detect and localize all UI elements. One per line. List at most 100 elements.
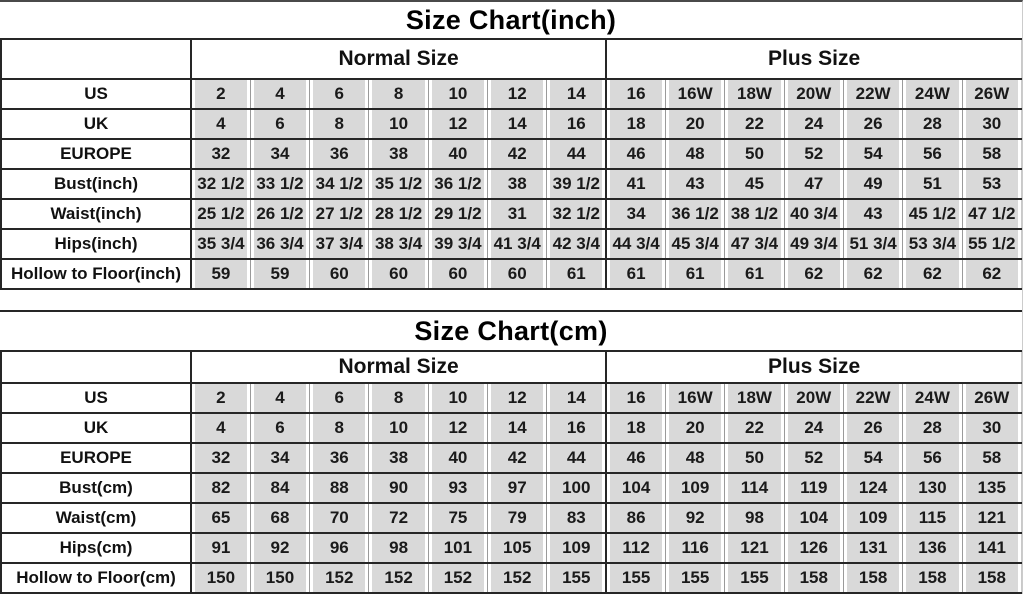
size-cell-value: 2 — [195, 384, 247, 412]
size-cell: 38 — [487, 169, 547, 200]
size-cell: 98 — [368, 533, 429, 564]
size-cell-value: 136 — [906, 534, 959, 562]
size-cell-value: 150 — [253, 564, 307, 592]
row-label: Waist(cm) — [1, 503, 192, 534]
size-cell-value: 26 1/2 — [253, 200, 307, 228]
size-cell: 31 — [487, 199, 547, 230]
row-label: UK — [1, 109, 192, 140]
size-cell-value: 16 — [550, 414, 603, 442]
size-cell: 61 — [664, 259, 725, 290]
size-cell-value: 40 — [431, 444, 485, 472]
size-cell: 49 — [842, 169, 903, 200]
size-cell: 24W — [902, 79, 963, 110]
size-cell-value: 20 — [669, 110, 722, 138]
size-cell-value: 28 — [906, 110, 959, 138]
size-cell: 158 — [783, 563, 844, 594]
size-cell-value: 2 — [195, 80, 247, 108]
size-chart-inch-table: Normal Size Plus Size US 2 4 6 8 10 12 14 16 16W 1… — [0, 38, 1022, 290]
size-cell: 136 — [902, 533, 963, 564]
size-cell: 126 — [783, 533, 844, 564]
size-cell-value: 47 3/4 — [728, 230, 781, 258]
size-cell-value: 36 — [313, 444, 366, 472]
size-cell-value: 126 — [787, 534, 840, 562]
size-cell: 32 — [190, 139, 251, 170]
size-cell: 53 — [961, 169, 1022, 200]
size-cell-value: 35 3/4 — [195, 230, 247, 258]
size-cell-value: 52 — [787, 140, 840, 168]
size-cell: 51 — [902, 169, 963, 200]
size-cell-value: 28 — [906, 414, 959, 442]
size-cell-value: 42 — [491, 444, 544, 472]
size-cell: 62 — [961, 259, 1022, 290]
size-cell-value: 98 — [372, 534, 425, 562]
size-cell: 158 — [902, 563, 963, 594]
size-cell: 82 — [190, 473, 251, 504]
size-cell-value: 24 — [787, 414, 840, 442]
size-cell: 20 — [664, 109, 725, 140]
size-cell: 47 1/2 — [961, 199, 1022, 230]
size-cell-value: 61 — [728, 260, 781, 288]
plus-size-header: Plus Size — [605, 38, 1022, 80]
size-cell-value: 43 — [846, 200, 900, 228]
size-cell: 54 — [842, 139, 903, 170]
size-cell-value: 18 — [610, 110, 662, 138]
size-cell: 152 — [368, 563, 429, 594]
table-row: Waist(inch) 25 1/2 26 1/2 27 1/2 28 1/2 29 1/… — [1, 199, 1022, 230]
size-cell-value: 36 1/2 — [669, 200, 722, 228]
size-cell: 70 — [309, 503, 369, 534]
size-cell-value: 12 — [491, 80, 544, 108]
size-cell-value: 16W — [669, 384, 722, 412]
size-cell: 26 — [842, 413, 903, 444]
table-row: US 2 4 6 8 10 12 14 16 16W 18W 20W 22W 24W 26W — [1, 383, 1022, 414]
size-cell: 101 — [427, 533, 488, 564]
size-cell: 22 — [724, 413, 785, 444]
size-cell-value: 35 1/2 — [372, 170, 425, 198]
size-cell: 6 — [249, 413, 310, 444]
size-cell: 60 — [309, 259, 369, 290]
row-label: Hips(cm) — [1, 533, 192, 564]
size-cell-value: 97 — [491, 474, 544, 502]
size-cell-value: 109 — [846, 504, 900, 532]
size-cell-value: 22 — [728, 414, 781, 442]
size-cell: 39 1/2 — [546, 169, 607, 200]
size-cell-value: 65 — [195, 504, 247, 532]
size-cell-value: 12 — [491, 384, 544, 412]
size-cell-value: 24W — [906, 80, 959, 108]
size-cell-value: 53 — [965, 170, 1018, 198]
corner-cell — [1, 38, 191, 80]
size-cell-value: 72 — [372, 504, 425, 532]
size-cell-value: 158 — [787, 564, 840, 592]
size-cell-value: 18 — [610, 414, 662, 442]
table-row: Hollow to Floor(inch) 59 59 60 60 60 60 61 61 61 6… — [1, 259, 1022, 290]
size-cell-value: 135 — [965, 474, 1018, 502]
size-cell-value: 109 — [669, 474, 722, 502]
size-cell-value: 155 — [610, 564, 662, 592]
group-header-row: Normal Size Plus Size — [1, 350, 1022, 384]
plus-size-header: Plus Size — [605, 350, 1022, 384]
size-cell-value: 50 — [728, 140, 781, 168]
size-cell: 52 — [783, 443, 844, 474]
size-cell: 48 — [664, 139, 725, 170]
size-cell: 16W — [664, 79, 725, 110]
size-cell: 79 — [487, 503, 547, 534]
size-cell-value: 49 — [846, 170, 900, 198]
size-cell: 43 — [842, 199, 903, 230]
size-cell-value: 100 — [550, 474, 603, 502]
table-row: Hips(inch) 35 3/4 36 3/4 37 3/4 38 3/4 39 3/4… — [1, 229, 1022, 260]
size-cell-value: 38 — [372, 444, 425, 472]
size-cell-value: 18W — [728, 384, 781, 412]
size-cell: 38 3/4 — [368, 229, 429, 260]
size-cell: 33 1/2 — [249, 169, 310, 200]
size-cell: 114 — [724, 473, 785, 504]
size-cell-value: 8 — [313, 110, 366, 138]
size-cell-value: 10 — [372, 110, 425, 138]
size-cell-value: 32 — [195, 444, 247, 472]
size-cell-value: 48 — [669, 140, 722, 168]
size-cell-value: 20W — [787, 384, 840, 412]
size-cell: 32 1/2 — [546, 199, 607, 230]
size-cell: 44 3/4 — [605, 229, 666, 260]
size-cell: 62 — [902, 259, 963, 290]
size-cell: 43 — [664, 169, 725, 200]
size-cell: 4 — [249, 383, 310, 414]
size-cell-value: 152 — [431, 564, 485, 592]
